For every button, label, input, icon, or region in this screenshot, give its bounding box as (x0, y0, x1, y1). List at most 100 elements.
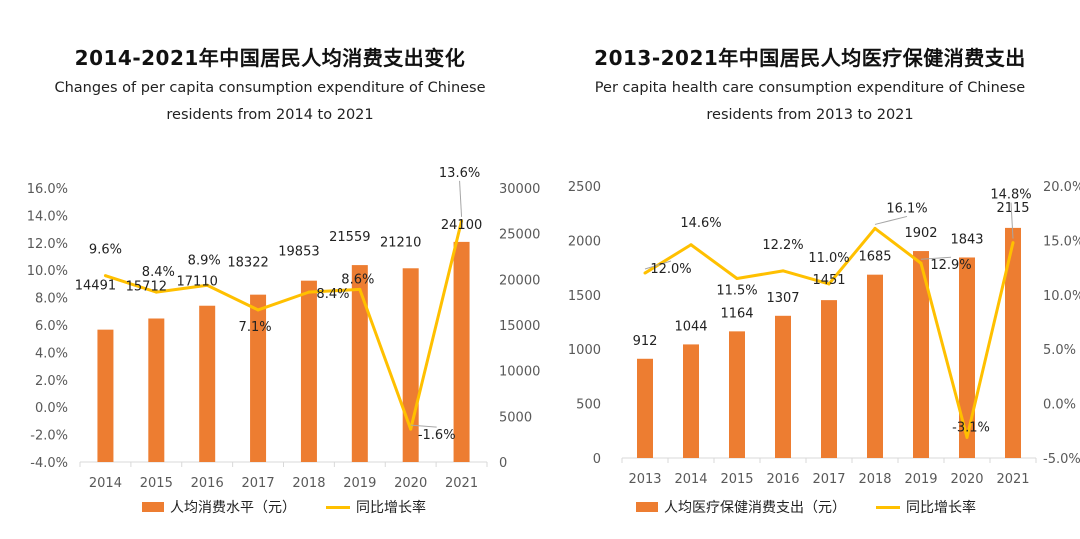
right-axis-tick: 10.0% (1043, 289, 1080, 304)
consumption-chart: 16.0% 14.0% 12.0% 10.0% 8.0% 6.0% 4.0% 2.0% 0.0%… (27, 166, 540, 491)
subtitle-line: residents from 2013 to 2021 (706, 107, 914, 123)
bar (199, 305, 216, 462)
x-axis-tick-label: 2015 (720, 472, 753, 487)
line-value-label: 11.0% (808, 251, 849, 266)
line-point (919, 261, 923, 265)
line-value-label: -1.6% (418, 428, 456, 443)
right-axis-tick: -5.0% (1043, 452, 1080, 467)
x-axis-tick-label: 2020 (950, 472, 983, 487)
subtitle-line: Changes of per capita consumption expend… (54, 80, 486, 96)
bar-value-label: 21559 (329, 230, 370, 245)
bar (402, 268, 419, 462)
bar (729, 331, 745, 458)
legend-item-line: 同比增长率 (326, 497, 426, 517)
subtitle-line: Per capita health care consumption expen… (594, 80, 1026, 96)
bar-value-label: 1902 (904, 226, 937, 241)
line-point (103, 274, 107, 278)
left-axis-tick: 2.0% (35, 374, 68, 389)
line-value-label: 8.4% (142, 265, 175, 280)
bar (867, 274, 883, 458)
line-point (1011, 241, 1015, 245)
label-leader-line (410, 424, 437, 428)
line-value-label: 13.6% (439, 166, 480, 181)
left-axis-tick: 12.0% (27, 237, 68, 252)
bar-value-label: 1843 (950, 232, 983, 247)
left-axis-tick: 0 (593, 452, 601, 467)
left-axis-tick: -2.0% (30, 429, 68, 444)
legend-bar-swatch (636, 502, 658, 512)
right-axis-tick: 30000 (499, 182, 540, 197)
line-value-label: 14.6% (680, 216, 721, 231)
line-value-label: 8.9% (188, 253, 221, 268)
line-point (781, 269, 785, 273)
legend-line-label: 同比增长率 (906, 500, 976, 516)
legend-line-swatch (876, 505, 900, 509)
line-value-label: 12.9% (930, 258, 971, 273)
chart-panel-healthcare: 2013-2021年中国居民人均医疗保健消费支出 Per capita heal… (540, 0, 1080, 539)
right-axis-tick: 5000 (499, 410, 532, 425)
left-axis-tick: 14.0% (27, 209, 68, 224)
legend-bar-swatch (142, 502, 164, 512)
bar-value-label: 15712 (126, 279, 167, 294)
bar-value-label: 18322 (227, 256, 268, 271)
bar-value-label: 14491 (75, 279, 116, 294)
bar (637, 358, 653, 458)
chart-subtitle: Changes of per capita consumption expend… (0, 75, 540, 129)
left-axis-tick: 4.0% (35, 346, 68, 361)
chart-legend: 人均医疗保健消费支出（元） 同比增长率 (636, 497, 1006, 517)
legend-item-bar: 人均医疗保健消费支出（元） (636, 497, 846, 517)
bar-value-label: 24100 (441, 218, 482, 233)
bar (300, 280, 317, 462)
line-point (735, 276, 739, 280)
bar (913, 251, 929, 458)
x-axis-tick-label: 2021 (445, 476, 478, 491)
label-leader-line (1010, 202, 1014, 239)
line-point (409, 427, 413, 431)
chart-legend: 人均消费水平（元） 同比增长率 (142, 497, 456, 517)
label-leader-line (920, 256, 952, 260)
left-axis-tick: -4.0% (30, 456, 68, 471)
line-point (827, 282, 831, 286)
chart-subtitle: Per capita health care consumption expen… (540, 75, 1080, 129)
x-axis-tick-label: 2015 (140, 476, 173, 491)
right-axis-tick: 15.0% (1043, 234, 1080, 249)
healthcare-chart: 2500 2000 1500 1000 500 0 20.0% 15.0% 10.0% 5.0% 0… (568, 180, 1080, 487)
right-axis-tick: 0 (499, 456, 507, 471)
right-axis-tick: 15000 (499, 319, 540, 334)
legend-item-line: 同比增长率 (876, 497, 976, 517)
bar (775, 315, 791, 458)
line-value-label: 12.2% (762, 238, 803, 253)
subtitle-line: residents from 2014 to 2021 (166, 107, 374, 123)
left-axis-tick: 6.0% (35, 319, 68, 334)
x-axis-tick-label: 2019 (343, 476, 376, 491)
line-value-label: 7.1% (239, 320, 272, 335)
x-axis-tick-label: 2018 (292, 476, 325, 491)
x-axis-tick-label: 2019 (904, 472, 937, 487)
bar-value-label: 19853 (278, 245, 319, 260)
bar-value-label: 1044 (674, 319, 707, 334)
x-axis-tick-label: 2017 (242, 476, 275, 491)
line-value-label: 8.6% (341, 272, 374, 287)
bar-value-label: 912 (633, 334, 658, 349)
x-axis-tick-label: 2017 (812, 472, 845, 487)
chart-title: 2014-2021年中国居民人均消费支出变化 (74, 46, 466, 70)
x-axis-tick-label: 2013 (628, 472, 661, 487)
legend-line-label: 同比增长率 (356, 500, 426, 516)
right-axis-tick: 20000 (499, 273, 540, 288)
x-axis-tick-label: 2021 (996, 472, 1029, 487)
legend-bar-label: 人均医疗保健消费支出（元） (664, 500, 846, 516)
label-leader-line (874, 215, 908, 225)
line-value-label: -3.1% (952, 420, 990, 435)
bar (1005, 227, 1021, 458)
legend-bar-label: 人均消费水平（元） (170, 500, 296, 516)
x-axis-tick-label: 2016 (766, 472, 799, 487)
left-axis-tick: 2500 (568, 180, 601, 195)
line-value-label: 9.6% (89, 243, 122, 258)
label-leader-line (644, 260, 672, 270)
right-axis-tick: 5.0% (1043, 343, 1076, 358)
line-value-label: 12.0% (650, 262, 691, 277)
bar-value-label: 1307 (766, 291, 799, 306)
bar (148, 318, 165, 462)
line-value-label: 14.8% (990, 188, 1031, 203)
x-axis-tick-label: 2020 (394, 476, 427, 491)
